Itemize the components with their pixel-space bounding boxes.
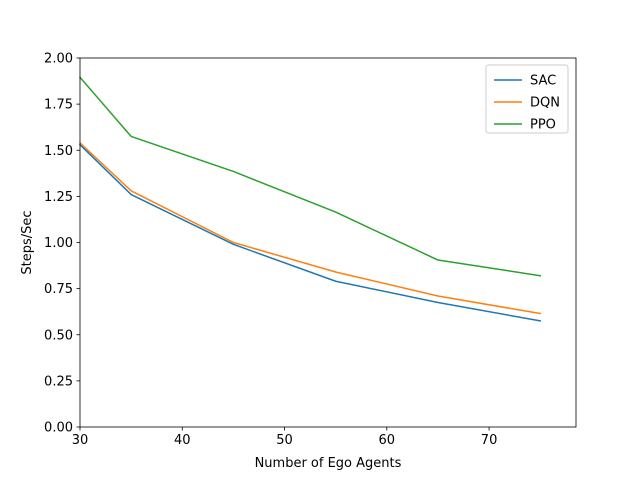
y-tick-label: 1.00 — [44, 236, 73, 251]
y-tick-label: 0.00 — [44, 421, 73, 436]
y-tick-label: 1.75 — [44, 98, 73, 113]
series-line-ppo — [78, 76, 542, 277]
legend-label-ppo: PPO — [530, 118, 556, 133]
series-layer — [78, 76, 542, 322]
y-tick-label: 0.75 — [44, 282, 73, 297]
x-tick-label: 70 — [481, 433, 498, 448]
legend-box — [485, 64, 569, 134]
y-axis-ticks: 0.00 0.25 0.50 0.75 1.00 1.25 1.50 1.75 2.00 — [44, 52, 80, 436]
y-tick-label: 1.50 — [44, 144, 73, 159]
legend: SAC DQN PPO — [485, 64, 569, 134]
x-tick-label: 60 — [379, 433, 396, 448]
x-axis-ticks: 30 40 50 60 70 — [72, 427, 498, 448]
series-line-dqn — [78, 141, 542, 315]
y-tick-label: 0.50 — [44, 328, 73, 343]
x-tick-label: 40 — [174, 433, 191, 448]
y-tick-label: 2.00 — [44, 52, 73, 67]
x-tick-label: 50 — [276, 433, 293, 448]
x-axis-label: Number of Ego Agents — [255, 456, 402, 471]
legend-label-sac: SAC — [530, 74, 556, 89]
y-tick-label: 0.25 — [44, 374, 73, 389]
x-tick-label: 30 — [72, 433, 89, 448]
legend-label-dqn: DQN — [530, 96, 560, 111]
y-axis-label: Steps/Sec — [20, 210, 35, 274]
y-tick-label: 1.25 — [44, 190, 73, 205]
series-line-sac — [78, 143, 542, 322]
